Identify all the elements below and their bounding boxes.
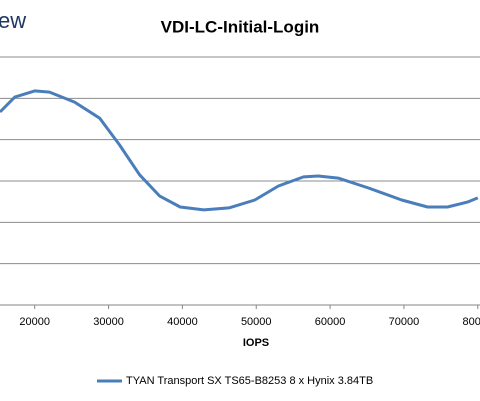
chart-title: VDI-LC-Initial-Login	[161, 17, 320, 36]
x-tick-label: 40000	[167, 316, 198, 328]
x-tick-label: 50000	[241, 316, 272, 328]
x-tick-label: 80000	[462, 316, 480, 328]
x-tick-label: 60000	[315, 316, 346, 328]
logo: ew	[0, 8, 26, 33]
legend-label: TYAN Transport SX TS65-B8253 8 x Hynix 3…	[126, 375, 373, 387]
x-tick-label: 70000	[389, 316, 420, 328]
series-line	[0, 89, 479, 212]
x-tick-label: 30000	[93, 316, 124, 328]
x-tick-label: 20000	[19, 316, 50, 328]
x-axis-label: IOPS	[243, 337, 269, 349]
